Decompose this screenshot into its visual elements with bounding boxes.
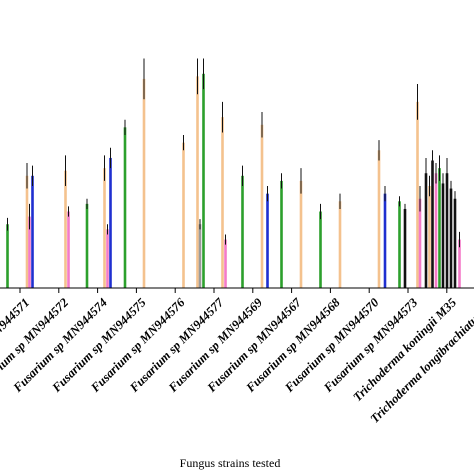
bar-12 <box>182 142 185 288</box>
bar-16 <box>221 117 224 289</box>
bar-19 <box>260 124 264 288</box>
bar-4 <box>64 170 67 288</box>
bar-32 <box>428 186 431 288</box>
bar-37 <box>445 173 449 288</box>
bar-17 <box>224 239 227 288</box>
bar-33 <box>431 160 434 288</box>
bar-30 <box>418 198 422 288</box>
bar-18 <box>241 175 244 288</box>
bars-layer <box>6 58 461 289</box>
bar-1 <box>25 175 29 288</box>
bar-20 <box>266 193 269 288</box>
bar-3 <box>31 175 34 288</box>
bar-39 <box>453 198 457 288</box>
bar-2 <box>28 216 31 288</box>
bar-25 <box>377 150 381 288</box>
bar-29 <box>416 101 419 288</box>
bar-35 <box>438 168 441 288</box>
bar-5 <box>67 211 70 288</box>
bar-21 <box>280 180 283 288</box>
bar-22 <box>299 180 303 288</box>
bar-9 <box>109 157 112 288</box>
bar-27 <box>398 201 401 288</box>
bar-31 <box>424 173 428 288</box>
bar-38 <box>449 188 453 288</box>
bar-36 <box>441 183 445 288</box>
bar-23 <box>319 211 322 288</box>
bar-7 <box>103 168 106 288</box>
bar-13 <box>196 76 199 288</box>
bar-0 <box>6 224 9 288</box>
bar-40 <box>458 239 461 288</box>
x-axis-title: Fungus strains tested <box>180 456 281 470</box>
bar-15 <box>202 73 205 288</box>
bar-11 <box>142 78 146 289</box>
bar-6 <box>85 203 89 288</box>
bar-24 <box>338 201 342 288</box>
bar-26 <box>383 193 387 288</box>
bar-28 <box>403 208 407 288</box>
bar-34 <box>434 173 438 288</box>
bar-8 <box>106 229 109 288</box>
bar-10 <box>123 127 127 288</box>
bar-14 <box>198 224 202 288</box>
